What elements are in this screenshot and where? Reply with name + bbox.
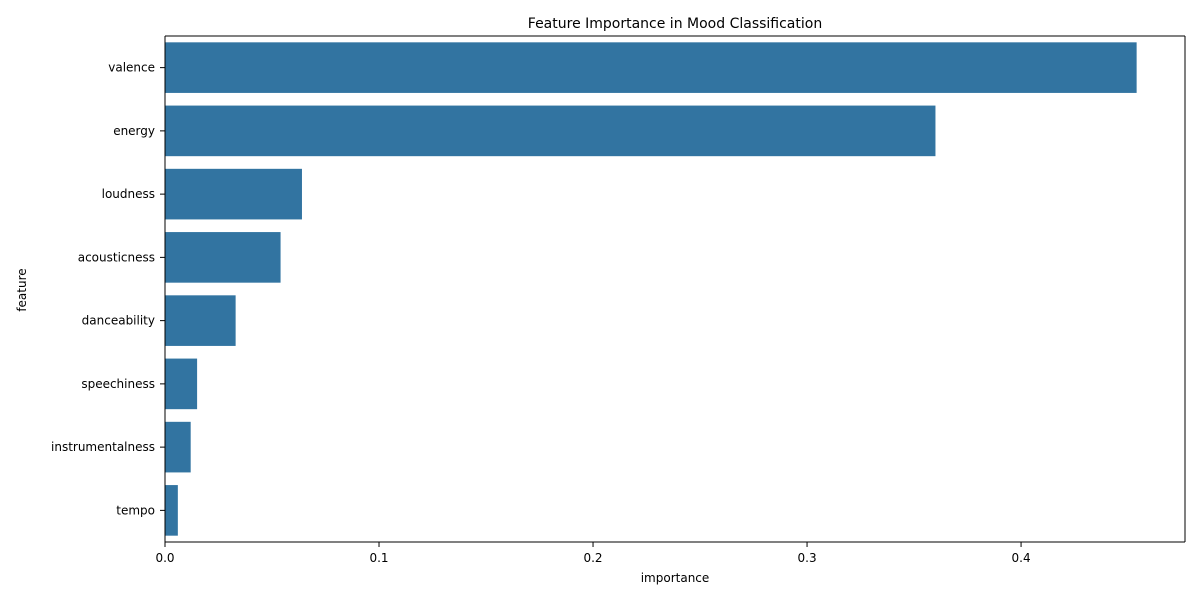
x-axis-ticks: 0.0 0.1 0.2 0.3 0.4 xyxy=(155,542,1031,565)
y-tick-label: loudness xyxy=(102,187,155,201)
bar-loudness xyxy=(165,168,302,220)
x-tick-label: 0.0 xyxy=(155,551,174,565)
y-tick-label: danceability xyxy=(82,314,155,328)
bar-valence xyxy=(165,42,1137,93)
y-axis-ticks: valence energy loudness acousticness danceab… xyxy=(51,61,165,517)
x-axis-label: importance xyxy=(641,571,710,585)
bar-speechiness xyxy=(165,358,198,410)
x-tick-label: 0.2 xyxy=(583,551,602,565)
bar-danceability xyxy=(165,295,236,346)
y-tick-label: instrumentalness xyxy=(51,440,155,454)
y-tick-label: energy xyxy=(113,124,155,138)
y-tick-label: speechiness xyxy=(81,377,155,391)
x-tick-label: 0.1 xyxy=(369,551,388,565)
x-tick-label: 0.3 xyxy=(798,551,817,565)
bars-group xyxy=(165,42,1137,536)
y-tick-label: tempo xyxy=(116,503,155,517)
bar-tempo xyxy=(165,485,178,536)
y-tick-label: valence xyxy=(108,61,155,75)
bar-acousticness xyxy=(165,232,281,283)
bar-energy xyxy=(165,105,936,157)
bar-instrumentalness xyxy=(165,421,191,473)
x-tick-label: 0.4 xyxy=(1012,551,1031,565)
chart-title: Feature Importance in Mood Classificatio… xyxy=(528,16,822,32)
y-axis-label: feature xyxy=(15,268,29,311)
y-tick-label: acousticness xyxy=(78,250,155,264)
